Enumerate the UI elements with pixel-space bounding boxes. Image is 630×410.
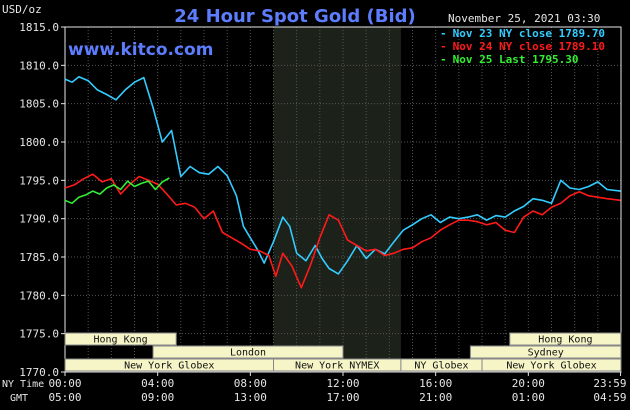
session-rect: [64, 332, 177, 346]
session-box: NY Globex: [400, 358, 483, 372]
date-label: November 25, 2021 03:30: [448, 12, 600, 25]
legend-entry-nov25: - Nov 25 Last 1795.30: [440, 53, 578, 66]
x-tick-label-gmt: 13:00: [234, 391, 267, 404]
y-tick-label: 1815.0: [19, 21, 59, 34]
x-tick-label-ny: 23:59: [593, 377, 626, 390]
session-label: NY Globex: [414, 361, 468, 372]
series-line-2: [64, 177, 170, 205]
session-label: Hong Kong: [538, 335, 592, 346]
x-tick-label-ny: 12:00: [326, 377, 359, 390]
y-tick-label: 1775.0: [19, 328, 59, 341]
session-rect: [481, 358, 622, 372]
session-label: Hong Kong: [94, 335, 148, 346]
legend-label-nov23: Nov 23 NY close 1789.70: [453, 27, 605, 40]
x-tick-label-gmt: 21:00: [419, 391, 452, 404]
session-rect: [152, 345, 344, 359]
session-box: Sydney: [469, 345, 622, 359]
session-box: Hong Kong: [64, 332, 177, 346]
x-tick-label-gmt: 01:00: [512, 391, 545, 404]
session-box: New York Globex: [481, 358, 622, 372]
series-line-0: [64, 76, 621, 275]
session-label: New York Globex: [506, 361, 596, 372]
y-tick-label: 1805.0: [19, 98, 59, 111]
session-rect: [509, 332, 622, 346]
session-box: London: [152, 345, 344, 359]
watermark: www.kitco.com: [68, 40, 213, 60]
x-tick-label-gmt: 05:00: [48, 391, 81, 404]
market-sessions: Hong Kong Hong Kong London Sydney New York G…: [64, 332, 622, 372]
session-label: London: [230, 348, 266, 359]
legend: - Nov 23 NY close 1789.70 - Nov 24 NY clos…: [440, 27, 605, 66]
series-lines: [64, 76, 621, 289]
session-label: New York Globex: [124, 361, 214, 372]
y-axis-ticks: 1815.0 1810.0 1805.0 1800.0 1795.0 1790.0 1785…: [19, 21, 65, 379]
x-tick-label-ny: 20:00: [512, 377, 545, 390]
x-tick-label-gmt: 04:59: [593, 391, 626, 404]
x-tick-label-ny: 00:00: [48, 377, 81, 390]
x-tick-label-gmt: 17:00: [326, 391, 359, 404]
y-tick-label: 1795.0: [19, 174, 59, 187]
x-tick-label-ny: 08:00: [234, 377, 267, 390]
x-tick-label-ny: 04:00: [141, 377, 174, 390]
y-tick-label: 1770.0: [19, 366, 59, 379]
session-box: New York Globex: [64, 358, 274, 372]
y-tick-label: 1780.0: [19, 289, 59, 302]
y-tick-label: 1790.0: [19, 213, 59, 226]
y-tick-label: 1785.0: [19, 251, 59, 264]
y-tick-label: 1810.0: [19, 59, 59, 72]
session-label: New York NYMEX: [295, 361, 379, 372]
legend-label-nov25: Nov 25 Last 1795.30: [453, 53, 579, 66]
x-row-label-ny: NY Time: [2, 379, 44, 390]
nymex-highlight-band: [273, 27, 401, 372]
x-tick-label-gmt: 09:00: [141, 391, 174, 404]
session-rect: [469, 345, 622, 359]
session-label: Sydney: [528, 348, 564, 359]
y-tick-label: 1800.0: [19, 136, 59, 149]
x-row-label-gmt: GMT: [10, 393, 28, 404]
grid-lines: [64, 26, 622, 373]
series-line-1: [64, 173, 621, 289]
y-axis-label: USD/oz: [2, 3, 42, 16]
session-box: New York NYMEX: [273, 358, 402, 372]
chart-title: 24 Hour Spot Gold (Bid): [174, 6, 415, 27]
legend-label-nov24: Nov 24 NY close 1789.10: [453, 40, 605, 53]
x-tick-label-ny: 16:00: [419, 377, 452, 390]
legend-entry-nov23: - Nov 23 NY close 1789.70: [440, 27, 605, 40]
legend-entry-nov24: - Nov 24 NY close 1789.10: [440, 40, 605, 53]
session-box: Hong Kong: [509, 332, 622, 346]
